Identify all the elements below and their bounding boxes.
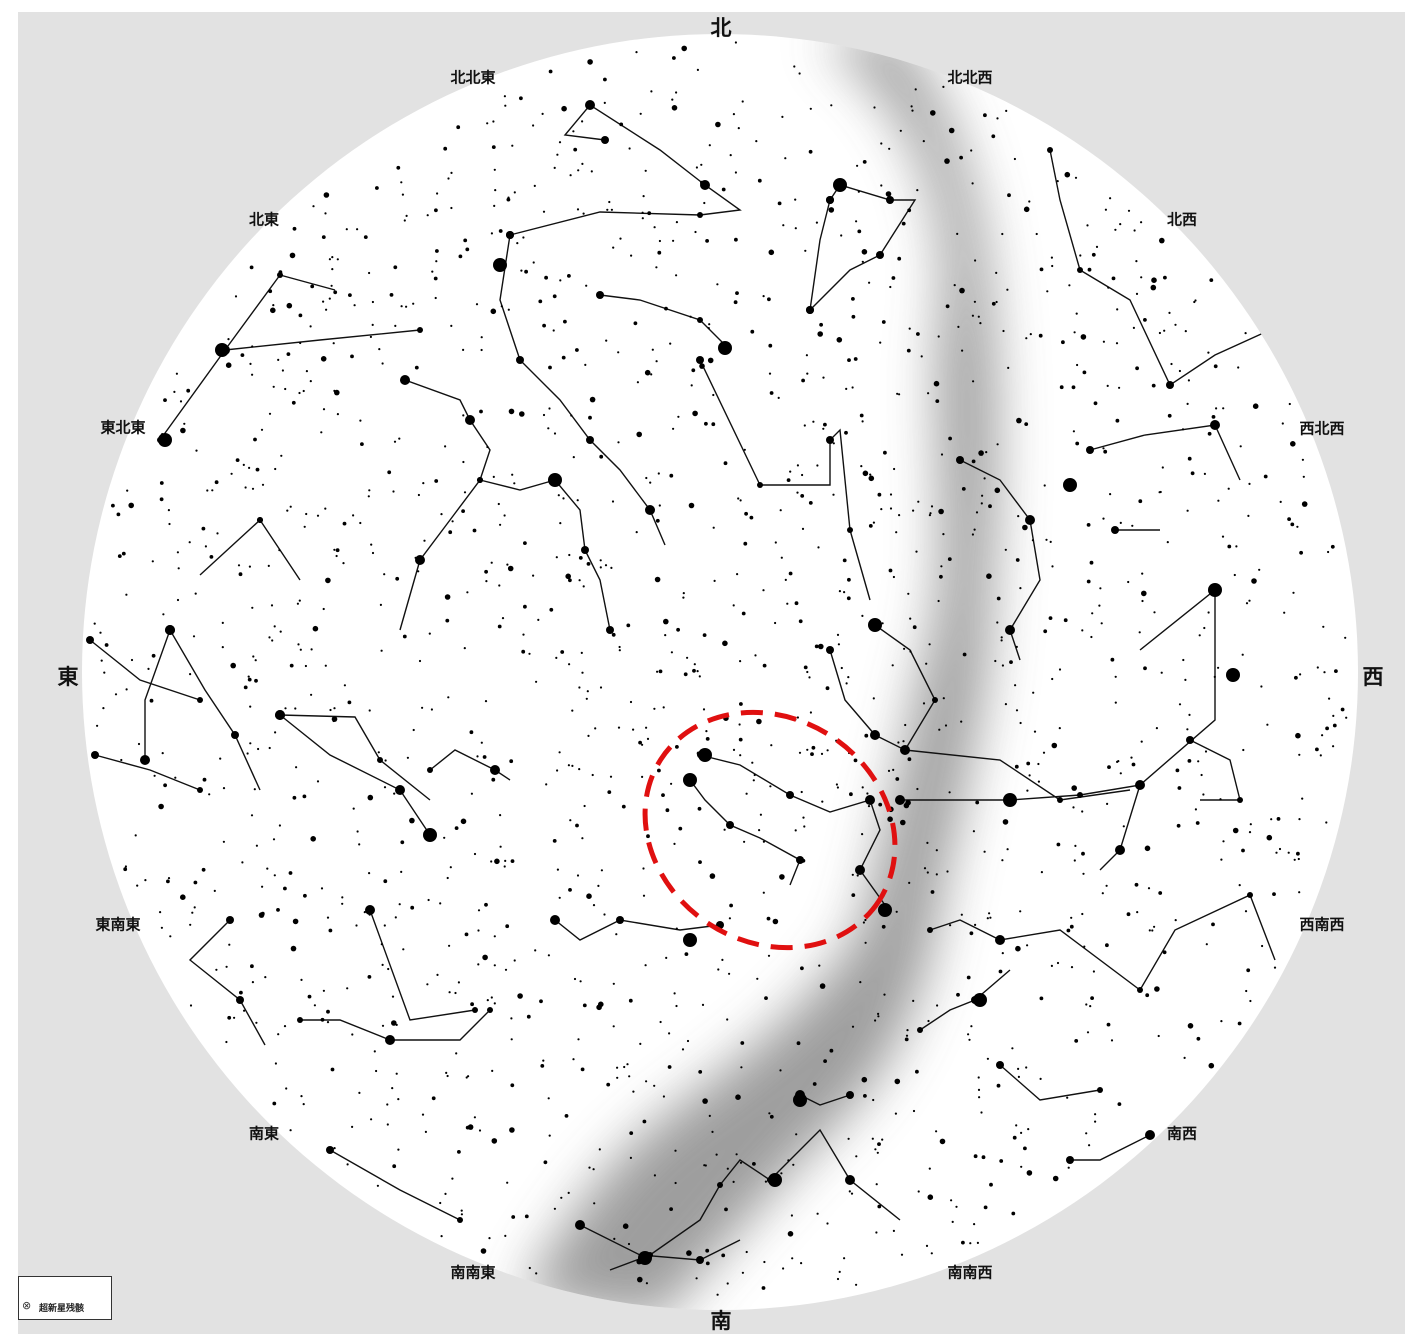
direction-west: 西 bbox=[1362, 665, 1384, 689]
direction-nne: 北北東 bbox=[450, 68, 496, 87]
direction-se: 南東 bbox=[248, 1124, 280, 1143]
direction-sw: 南西 bbox=[1166, 1124, 1198, 1143]
direction-ese: 東南東 bbox=[95, 915, 141, 934]
legend-label: 超新星残骸 bbox=[39, 1304, 85, 1314]
direction-south: 南 bbox=[710, 1309, 732, 1333]
direction-sse: 南南東 bbox=[450, 1263, 496, 1282]
star-field bbox=[86, 41, 1348, 1296]
direction-north: 北 bbox=[710, 16, 732, 40]
direction-wnw: 西北西 bbox=[1299, 419, 1345, 438]
circle-cross-icon: ⊗ bbox=[22, 1299, 32, 1312]
milky-way-band bbox=[520, 34, 997, 1310]
direction-ssw: 南南西 bbox=[947, 1263, 993, 1282]
direction-ne: 北東 bbox=[248, 210, 280, 229]
constellation-lines bbox=[89, 104, 1276, 1271]
direction-nw: 北西 bbox=[1166, 210, 1198, 229]
direction-wsw: 西南西 bbox=[1299, 915, 1345, 934]
direction-east: 東 bbox=[57, 665, 79, 689]
legend-box: ⊗ 超新星残骸 bbox=[18, 1276, 112, 1320]
highlight-ellipse bbox=[642, 709, 898, 951]
direction-ene: 東北東 bbox=[100, 418, 146, 437]
sky-disc bbox=[82, 34, 1358, 1310]
direction-nnw: 北北西 bbox=[947, 68, 993, 87]
